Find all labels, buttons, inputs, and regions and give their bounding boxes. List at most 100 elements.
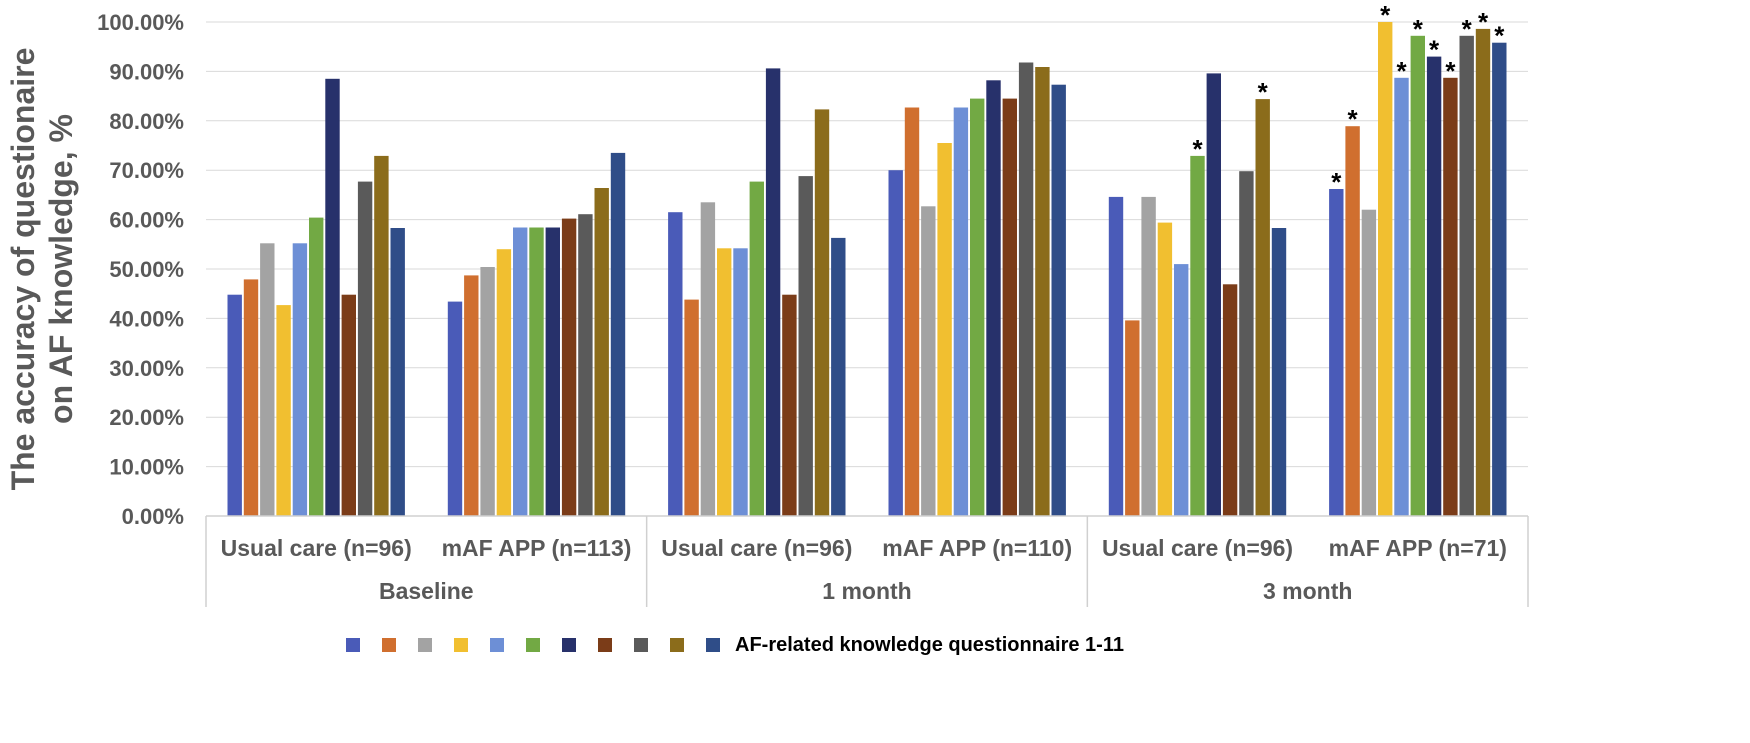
bars <box>227 22 1507 517</box>
y-tick-label: 10.00% <box>109 455 184 480</box>
period-label: 3 month <box>1263 578 1352 604</box>
bar <box>717 248 732 517</box>
bar <box>1002 98 1017 516</box>
bar <box>374 155 389 516</box>
bar <box>1222 284 1238 516</box>
bar <box>1018 62 1034 516</box>
y-tick-label: 40.00% <box>109 306 184 331</box>
significance-star: * <box>1380 0 1391 30</box>
legend-swatch <box>454 638 468 652</box>
bar <box>1492 42 1507 516</box>
bar <box>610 152 626 516</box>
y-tick-label: 90.00% <box>109 59 184 84</box>
bar <box>1157 222 1173 516</box>
significance-star: * <box>1413 14 1424 44</box>
category-label: Usual care (n=96) <box>1102 535 1293 561</box>
legend: AF-related knowledge questionnaire 1-11 <box>346 634 1124 656</box>
bar <box>765 68 781 517</box>
bar <box>1174 264 1189 516</box>
bar <box>309 217 324 516</box>
y-axis-label-line: The accuracy of questionaire <box>5 48 41 491</box>
bar <box>1206 73 1221 517</box>
legend-swatch <box>490 638 504 652</box>
significance-star: * <box>1478 7 1489 37</box>
y-tick-label: 30.00% <box>109 356 184 381</box>
bar <box>578 214 593 516</box>
bar <box>243 279 259 516</box>
bar <box>276 305 291 516</box>
bar <box>594 188 609 516</box>
bar <box>831 237 846 516</box>
legend-swatch <box>562 638 576 652</box>
bar <box>341 294 356 516</box>
bar <box>480 267 495 516</box>
bar <box>986 80 1001 517</box>
bar <box>1271 228 1287 516</box>
legend-swatch <box>382 638 396 652</box>
category-axis: Usual care (n=96) mAF APP (n=113) Usual ca… <box>205 515 1529 607</box>
period-label: Baseline <box>379 578 474 604</box>
bar <box>1410 35 1425 517</box>
bar <box>529 227 544 516</box>
bar <box>814 109 830 517</box>
bar <box>684 299 699 516</box>
bar <box>1378 22 1393 516</box>
bar <box>904 107 920 516</box>
bar <box>1329 189 1344 516</box>
bar <box>513 227 528 516</box>
significance-star: * <box>1258 77 1269 107</box>
legend-label: AF-related knowledge questionnaire 1-11 <box>735 634 1124 656</box>
significance-star: * <box>1429 35 1440 65</box>
y-tick-label: 80.00% <box>109 109 184 134</box>
bar <box>733 248 748 517</box>
category-label: mAF APP (n=71) <box>1329 535 1507 561</box>
gridlines <box>206 21 1528 517</box>
bar <box>1443 77 1458 517</box>
significance-star: * <box>1462 14 1473 44</box>
bar <box>464 275 479 516</box>
bar <box>1051 84 1066 516</box>
category-label: Usual care (n=96) <box>221 535 412 561</box>
bar <box>561 218 577 516</box>
y-axis-label: The accuracy of questionaire on AF knowle… <box>5 48 79 491</box>
bar <box>1361 209 1377 516</box>
y-axis-label-line: on AF knowledge, % <box>43 114 79 424</box>
bar <box>1190 155 1205 516</box>
y-tick-label: 70.00% <box>109 158 184 183</box>
significance-star: * <box>1396 56 1407 86</box>
y-axis-ticks: 0.00% 10.00% 20.00% 30.00% 40.00% 50.00% 60.00… <box>97 10 184 529</box>
bar <box>1475 28 1491 517</box>
bar <box>390 228 405 516</box>
bar <box>921 206 936 517</box>
bar <box>227 294 242 516</box>
category-label: mAF APP (n=110) <box>882 535 1072 561</box>
bar <box>1426 56 1442 516</box>
period-label: 1 month <box>822 578 911 604</box>
bar <box>292 243 308 517</box>
bar <box>782 294 797 516</box>
category-label: mAF APP (n=113) <box>442 535 632 561</box>
bar <box>496 249 512 516</box>
bar <box>1459 35 1474 517</box>
y-tick-label: 0.00% <box>122 504 184 529</box>
legend-swatch <box>346 638 360 652</box>
bar <box>1035 67 1050 516</box>
bar <box>937 143 952 516</box>
bar <box>260 243 275 517</box>
significance-star: * <box>1331 167 1342 197</box>
bar <box>953 107 969 516</box>
bar <box>1108 196 1124 516</box>
bar <box>545 227 560 516</box>
legend-swatch <box>634 638 648 652</box>
bar <box>1345 126 1360 516</box>
y-tick-label: 20.00% <box>109 405 184 430</box>
bar <box>970 98 985 516</box>
legend-swatch <box>706 638 720 652</box>
bar <box>668 212 683 516</box>
legend-swatch <box>526 638 540 652</box>
legend-swatch <box>418 638 432 652</box>
legend-swatch <box>598 638 612 652</box>
significance-markers: *********** * <box>1192 0 1505 197</box>
y-axis-label-text: on AF knowledge, % <box>43 114 79 424</box>
